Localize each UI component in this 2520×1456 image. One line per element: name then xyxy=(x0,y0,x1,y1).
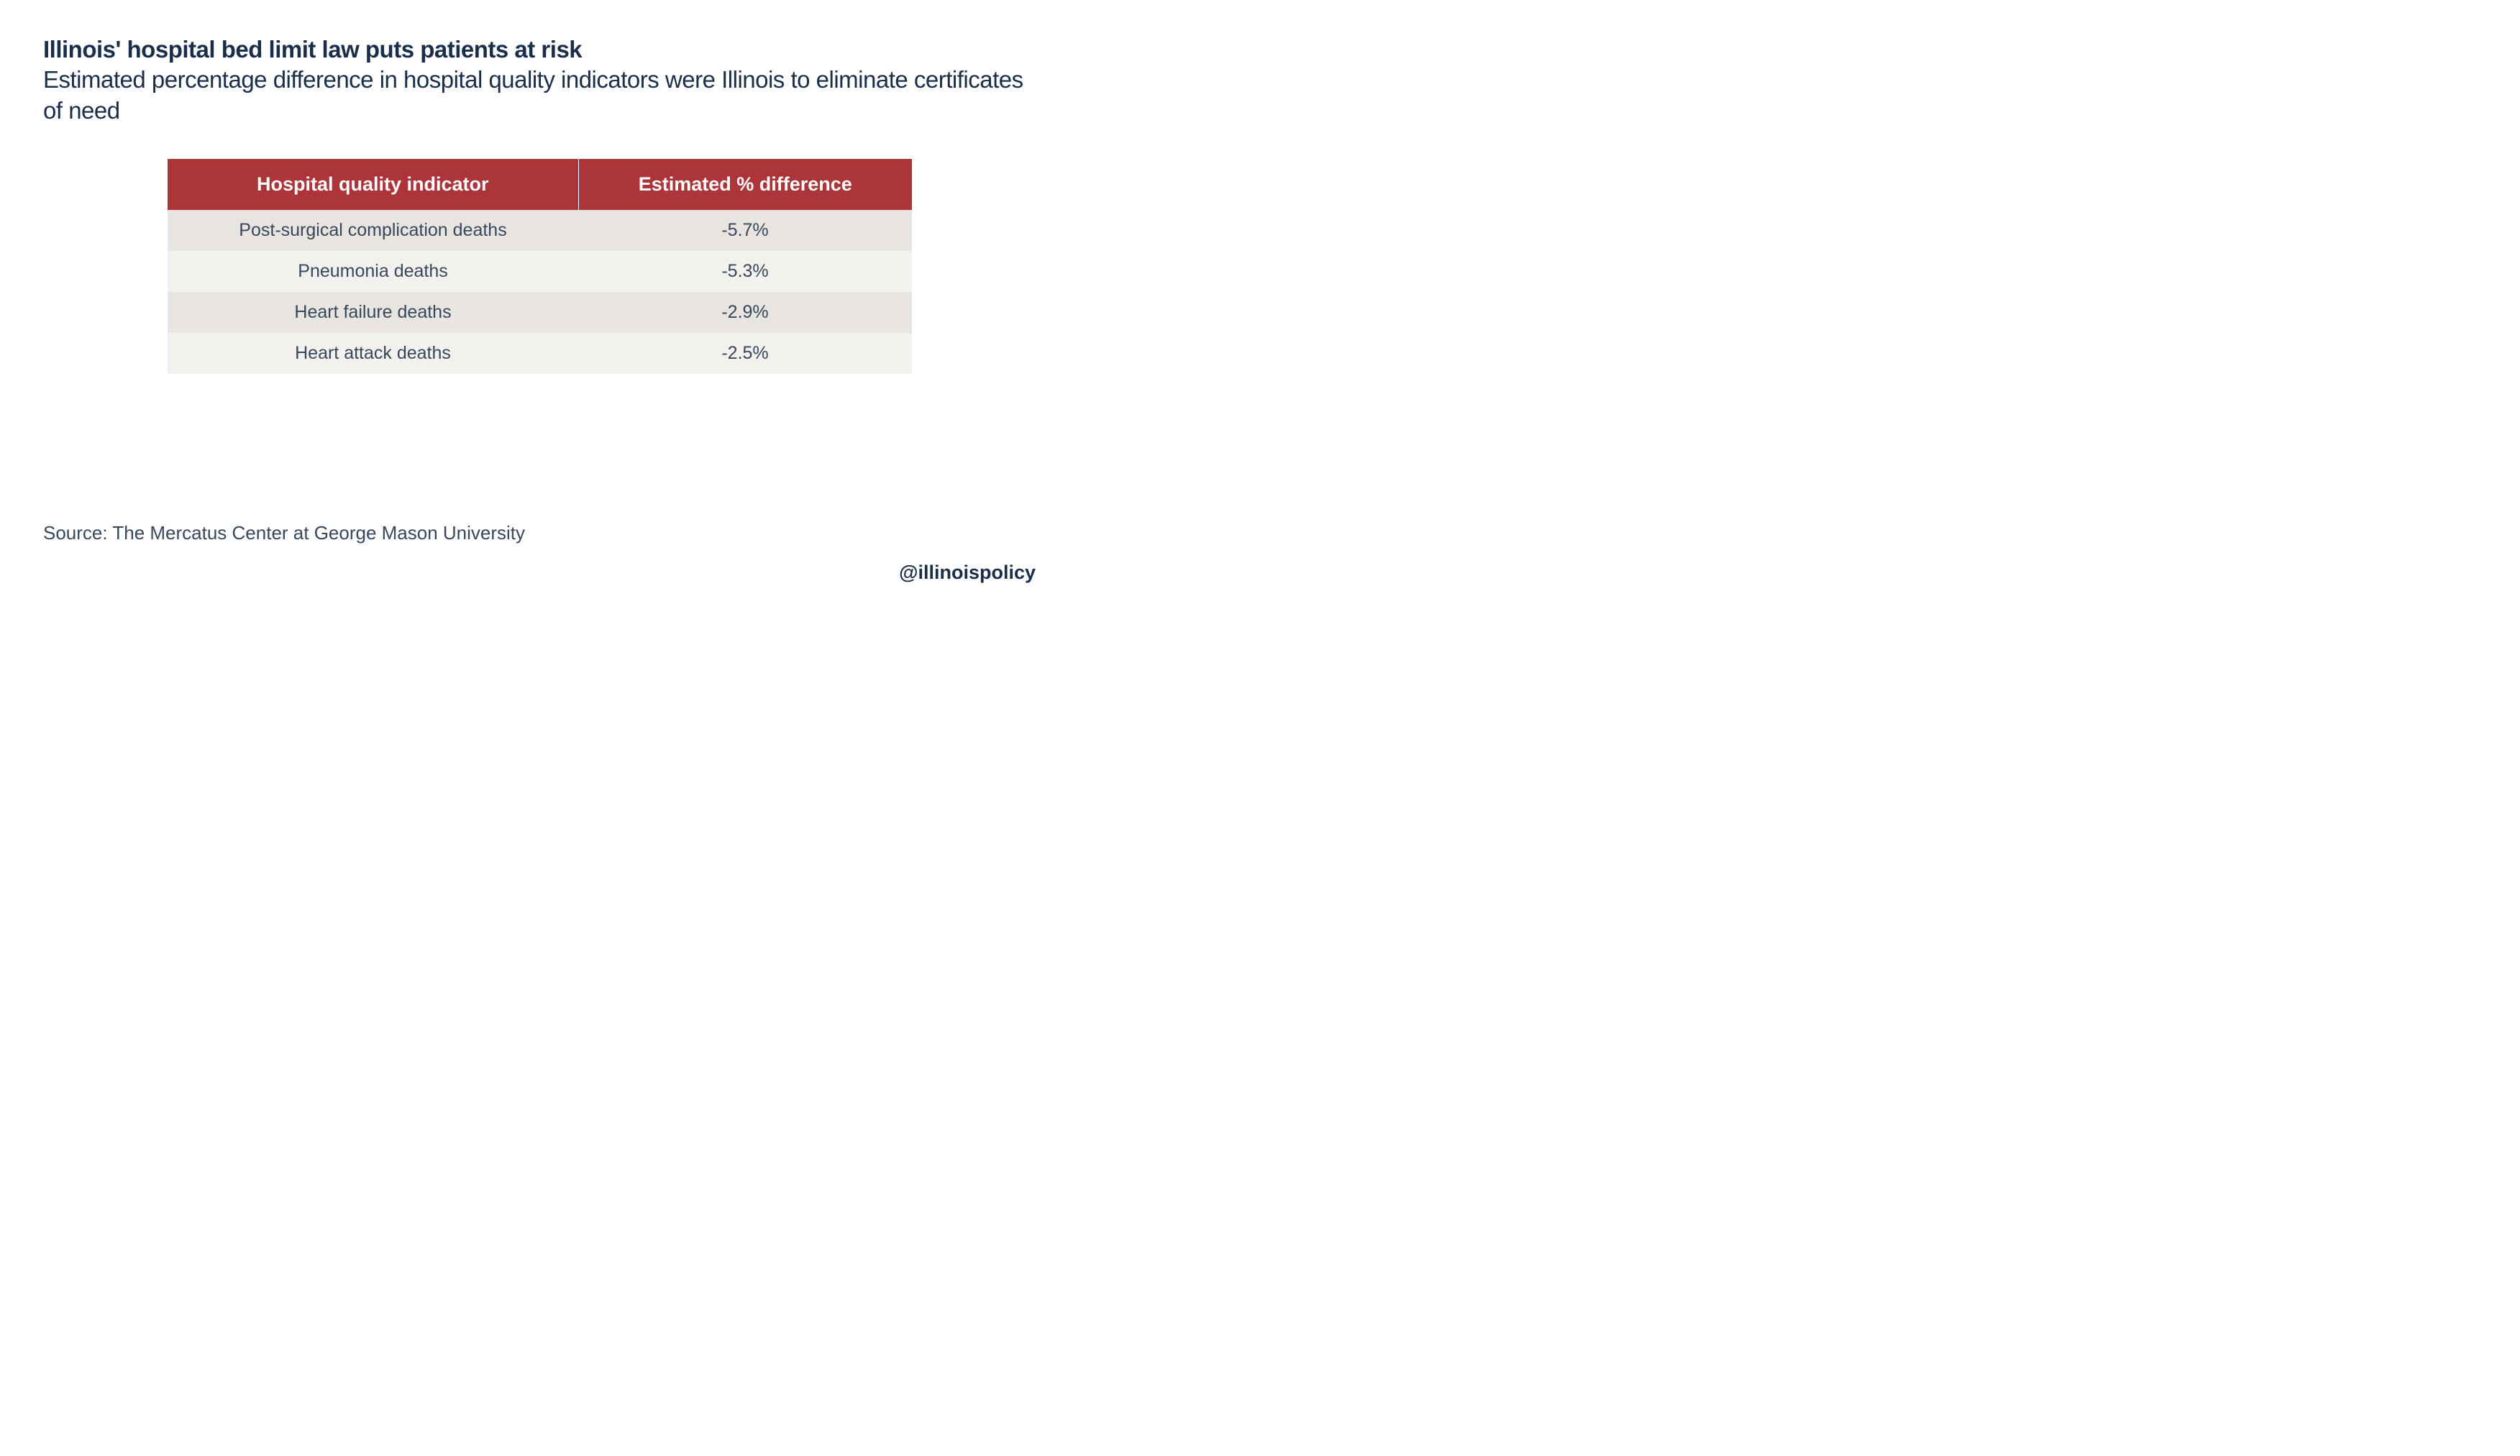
table-row: Post-surgical complication deaths -5.7% xyxy=(168,210,912,251)
table-cell-indicator: Pneumonia deaths xyxy=(168,251,579,292)
table-row: Heart failure deaths -2.9% xyxy=(168,292,912,333)
table-row: Heart attack deaths -2.5% xyxy=(168,333,912,374)
table-header-difference: Estimated % difference xyxy=(579,159,912,210)
page-subtitle: Estimated percentage difference in hospi… xyxy=(43,65,1036,127)
table-cell-value: -2.5% xyxy=(579,333,912,374)
table-header-row: Hospital quality indicator Estimated % d… xyxy=(168,159,912,210)
source-text: Source: The Mercatus Center at George Ma… xyxy=(43,522,525,544)
table-cell-value: -2.9% xyxy=(579,292,912,333)
table-header-indicator: Hospital quality indicator xyxy=(168,159,579,210)
table-cell-indicator: Post-surgical complication deaths xyxy=(168,210,579,251)
data-table-container: Hospital quality indicator Estimated % d… xyxy=(168,159,912,374)
table-cell-value: -5.7% xyxy=(579,210,912,251)
table-cell-indicator: Heart failure deaths xyxy=(168,292,579,333)
table-row: Pneumonia deaths -5.3% xyxy=(168,251,912,292)
social-handle: @illinoispolicy xyxy=(899,562,1036,584)
data-table: Hospital quality indicator Estimated % d… xyxy=(168,159,912,374)
page-title: Illinois' hospital bed limit law puts pa… xyxy=(43,36,1036,63)
table-cell-value: -5.3% xyxy=(579,251,912,292)
table-cell-indicator: Heart attack deaths xyxy=(168,333,579,374)
